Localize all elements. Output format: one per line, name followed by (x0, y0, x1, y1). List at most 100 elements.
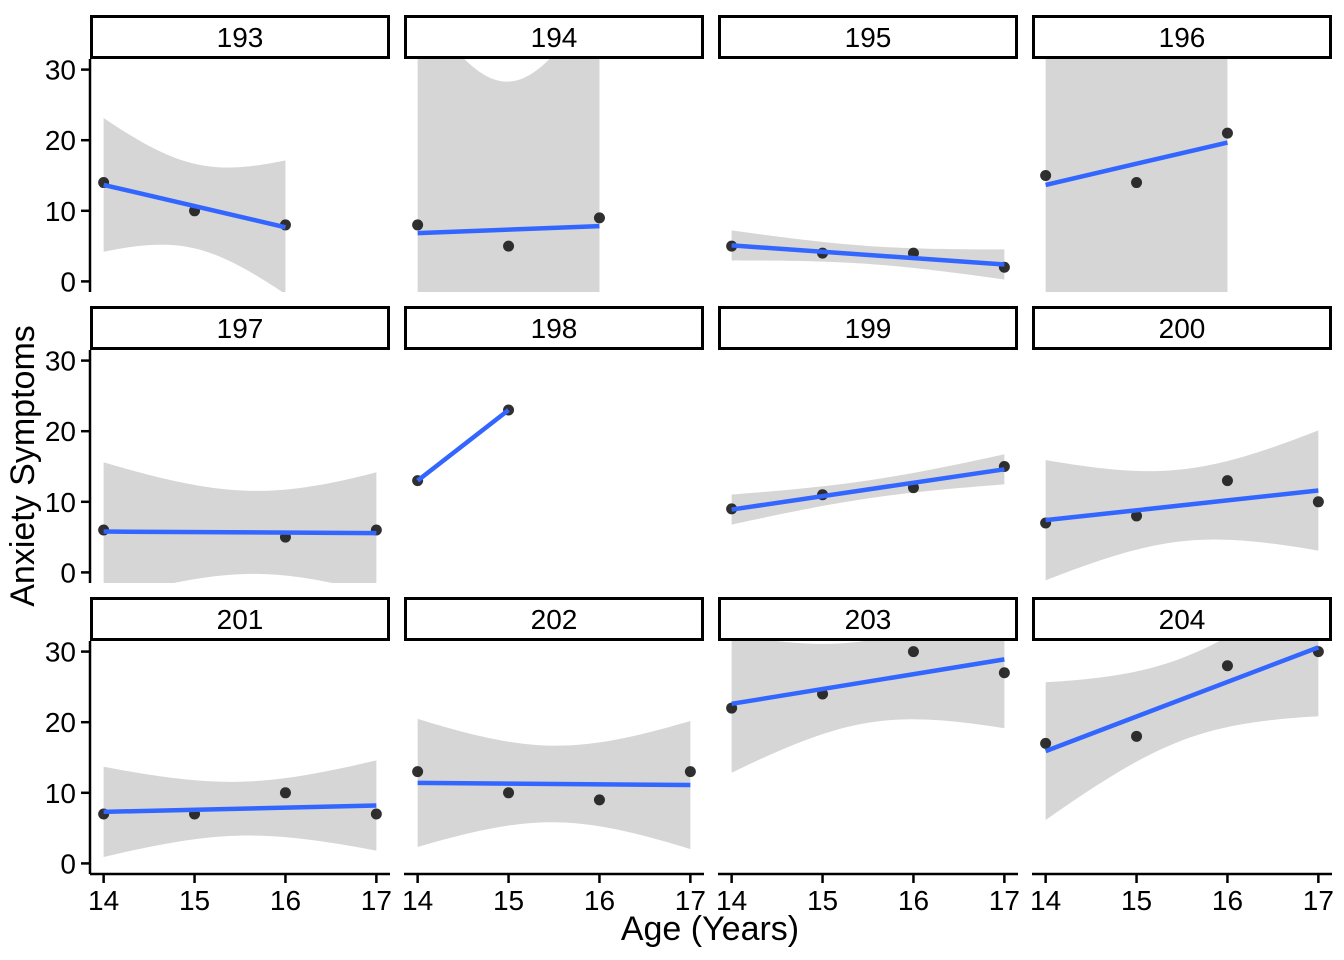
regression-line (103, 529, 377, 536)
x-tick-label: 17 (1303, 885, 1334, 916)
x-tick-label: 14 (716, 885, 747, 916)
confidence-band (1045, 641, 1319, 821)
y-axis-title: Anxiety Symptoms (4, 325, 42, 607)
confidence-band (103, 462, 377, 583)
data-point (503, 787, 515, 799)
data-point (370, 808, 382, 820)
facet-panel-197 (98, 462, 382, 583)
facet-strip-label: 198 (531, 313, 578, 344)
facet-panel-203 (726, 641, 1010, 773)
facet-strip-label: 202 (531, 604, 578, 635)
facet-strip (404, 306, 704, 350)
facet-panel-202 (412, 718, 696, 850)
x-tick-label: 15 (807, 885, 838, 916)
data-point (1040, 737, 1052, 749)
data-point (1312, 496, 1324, 508)
regression-line (103, 803, 377, 815)
x-tick-label: 16 (898, 885, 929, 916)
facet-strip (1032, 15, 1332, 59)
data-point (998, 667, 1010, 679)
data-point (412, 766, 424, 778)
x-tick-label: 17 (361, 885, 392, 916)
facet-strip-label: 204 (1159, 604, 1206, 635)
facet-panel-198 (412, 404, 515, 487)
y-tick-label: 0 (60, 266, 76, 297)
facet-strip (90, 306, 390, 350)
data-point (503, 240, 515, 252)
y-tick-label: 20 (45, 125, 76, 156)
facet-strip-label: 199 (845, 313, 892, 344)
data-point (412, 219, 424, 231)
facet-strip (90, 15, 390, 59)
y-tick-label: 20 (45, 416, 76, 447)
data-point (279, 787, 291, 799)
facet-strip (718, 15, 1018, 59)
facet-panel-194 (412, 59, 605, 292)
regression-line (416, 408, 510, 483)
y-tick-label: 10 (45, 196, 76, 227)
data-point (1131, 177, 1143, 189)
y-tick-label: 20 (45, 707, 76, 738)
facet-strip-label: 200 (1159, 313, 1206, 344)
data-point (1221, 127, 1233, 139)
facet-panel-204 (1040, 641, 1324, 821)
facet-strip (90, 597, 390, 641)
y-tick-label: 10 (45, 487, 76, 518)
x-tick-label: 15 (179, 885, 210, 916)
data-point (684, 766, 696, 778)
facet-strip (404, 15, 704, 59)
facet-panel-201 (98, 760, 382, 857)
facet-panel-200 (1040, 430, 1324, 581)
regression-line (417, 780, 691, 788)
facet-panel-195 (726, 230, 1010, 280)
facet-panel-199 (726, 454, 1010, 525)
regression-line (731, 467, 1005, 512)
facet-strip-label: 193 (217, 22, 264, 53)
facet-strip (1032, 306, 1332, 350)
data-point (1221, 660, 1233, 672)
x-tick-label: 14 (88, 885, 119, 916)
y-tick-label: 30 (45, 637, 76, 668)
regression-line (1044, 645, 1320, 754)
facet-strip (404, 597, 704, 641)
x-tick-label: 14 (1030, 885, 1061, 916)
x-tick-label: 14 (402, 885, 433, 916)
x-tick-label: 17 (675, 885, 706, 916)
data-point (1131, 730, 1143, 742)
y-tick-label: 0 (60, 557, 76, 588)
regression-line (103, 182, 286, 230)
facet-strip (718, 597, 1018, 641)
facet-strip-label: 203 (845, 604, 892, 635)
y-tick-label: 0 (60, 848, 76, 879)
facet-strip-label: 194 (531, 22, 578, 53)
x-tick-label: 16 (584, 885, 615, 916)
regression-line (731, 243, 1005, 267)
facet-strip-label: 195 (845, 22, 892, 53)
data-point (593, 212, 605, 224)
x-tick-label: 16 (270, 885, 301, 916)
facet-strip-label: 196 (1159, 22, 1206, 53)
data-point (907, 646, 919, 658)
data-point (1131, 510, 1143, 522)
data-point (1221, 475, 1233, 487)
x-tick-label: 17 (989, 885, 1020, 916)
confidence-band (417, 59, 600, 292)
facet-panel-196 (1040, 59, 1233, 292)
y-tick-label: 30 (45, 346, 76, 377)
regression-line (731, 657, 1005, 707)
facet-panel-193 (98, 118, 291, 292)
facet-strip (1032, 597, 1332, 641)
regression-line (417, 223, 600, 236)
facet-strip-label: 197 (217, 313, 264, 344)
x-tick-label: 15 (1121, 885, 1152, 916)
regression-line (1045, 488, 1319, 523)
y-tick-label: 10 (45, 778, 76, 809)
data-point (1040, 170, 1052, 181)
facet-strip (718, 306, 1018, 350)
confidence-band (731, 641, 1005, 773)
facet-strip-label: 201 (217, 604, 264, 635)
x-tick-label: 15 (493, 885, 524, 916)
